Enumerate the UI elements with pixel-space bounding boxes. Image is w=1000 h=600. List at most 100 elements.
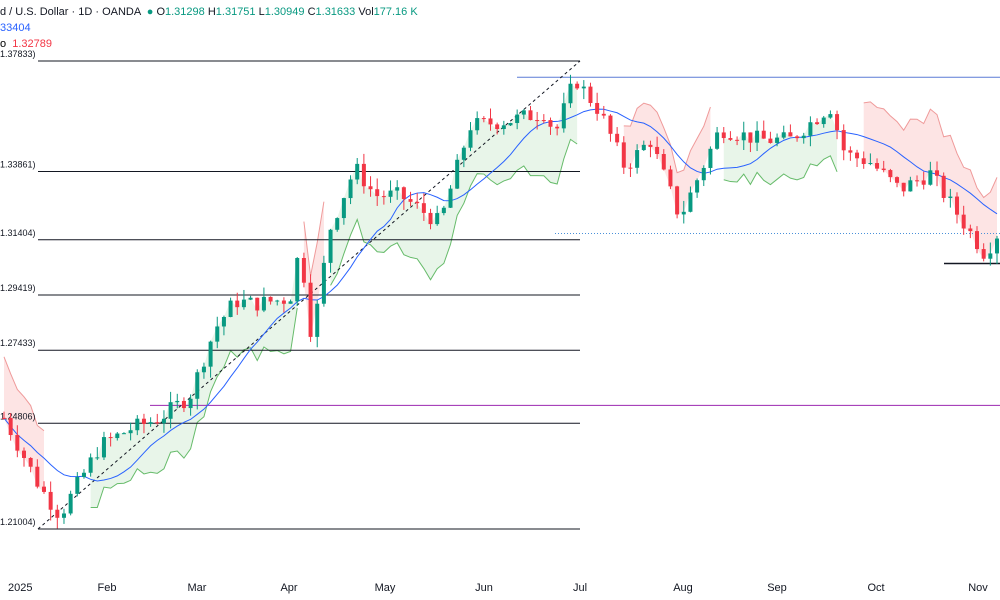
candle-body (855, 152, 860, 159)
candle-body (35, 466, 40, 487)
volume-value: 177.16 K (373, 6, 418, 18)
open-value: 1.31298 (165, 6, 205, 18)
candle-body (928, 170, 933, 185)
candle-body (441, 207, 446, 214)
candle-body (381, 196, 386, 198)
candle-body (748, 132, 753, 143)
candle-body (415, 201, 420, 204)
x-tick-label: Apr (280, 582, 297, 594)
x-tick-label: Feb (98, 582, 117, 594)
candle-body (988, 253, 993, 259)
candle-body (695, 180, 700, 193)
ma-value: 33404 (0, 22, 31, 34)
candle-body (275, 300, 280, 302)
candle-body (961, 214, 966, 229)
supertrend-up-band-line (330, 138, 578, 286)
x-tick-label: Sep (767, 582, 787, 594)
candle-body (508, 123, 513, 126)
candle-body (868, 163, 873, 165)
candle-body (581, 86, 586, 89)
fib-level-label: 1.37833) (0, 49, 36, 59)
x-tick-label: Jul (573, 582, 587, 594)
candle-body (15, 435, 20, 451)
candle-body (395, 187, 400, 191)
candle-body (768, 138, 773, 143)
x-tick-label: Jun (475, 582, 493, 594)
candle-body (288, 301, 293, 304)
candle-body (828, 114, 833, 118)
candle-body (388, 190, 393, 197)
candle-body (595, 102, 600, 114)
candle-body (841, 130, 846, 151)
supertrend-down-band-line (863, 101, 998, 199)
candle-body (175, 400, 180, 403)
low-value: 1.30949 (264, 6, 305, 18)
candle-body (848, 150, 853, 153)
candle-body (121, 433, 126, 435)
candle-body (261, 296, 266, 311)
candle-body (281, 300, 286, 304)
candle-body (448, 188, 453, 208)
candle-body (161, 418, 166, 424)
fib-level-label: 1.29419) (0, 283, 36, 293)
candle-body (875, 163, 880, 169)
supertrend-up-band-line (723, 155, 838, 186)
candle-body (2, 417, 6, 419)
candle-body (201, 366, 206, 373)
fib-level-label: 1.31404) (0, 228, 36, 238)
candle-body (295, 257, 300, 302)
candle-body (608, 115, 613, 134)
close-value: 1.31633 (315, 6, 356, 18)
candle-body (228, 300, 233, 317)
candle-body (521, 110, 526, 115)
candle-body (568, 83, 573, 104)
chart-legend: d / U.S. Dollar · 1D · OANDA ● O1.31298 … (0, 6, 418, 18)
supertrend-label: o (0, 38, 7, 50)
candle-body (801, 135, 806, 139)
fib-level-label: 1.33861) (0, 159, 36, 169)
candle-body (501, 125, 506, 130)
candle-body (408, 199, 413, 202)
symbol-title: d / U.S. Dollar · 1D · OANDA (0, 6, 141, 18)
candle-body (661, 154, 666, 170)
high-label: H (207, 6, 216, 18)
candle-body (155, 422, 160, 424)
supertrend-down-band-line (623, 102, 711, 174)
candle-body (81, 472, 86, 478)
candle-body (315, 303, 320, 337)
candle-body (535, 120, 540, 122)
candle-body (241, 299, 246, 308)
ma-legend: 33404 (0, 22, 31, 34)
candle-body (188, 398, 193, 409)
candle-body (921, 180, 926, 185)
candle-body (61, 513, 66, 518)
candle-body (361, 163, 366, 187)
candle-body (421, 203, 426, 213)
candle-body (95, 457, 100, 459)
supertrend-down-band-line (3, 356, 45, 432)
close-label: C (307, 6, 316, 18)
candle-body (375, 189, 380, 197)
candle-body (41, 486, 46, 492)
candle-body (101, 437, 106, 458)
supertrend-up-band-fill (90, 257, 298, 508)
candle-body (148, 422, 153, 424)
x-tick-label: Mar (188, 582, 207, 594)
candle-body (761, 130, 766, 139)
candle-body (21, 450, 26, 458)
candle-body (941, 175, 946, 198)
candle-body (495, 124, 500, 130)
candle-body (948, 196, 953, 198)
candle-body (88, 457, 93, 473)
candle-body (548, 120, 553, 127)
candle-body (135, 418, 140, 431)
candle-body (435, 213, 440, 225)
candle-body (861, 158, 866, 165)
x-tick-label: Aug (673, 582, 693, 594)
candle-body (741, 132, 746, 141)
candle-body (141, 418, 146, 424)
supertrend-value: 1.32789 (12, 38, 53, 50)
candle-body (815, 122, 820, 125)
candle-body (788, 132, 793, 137)
